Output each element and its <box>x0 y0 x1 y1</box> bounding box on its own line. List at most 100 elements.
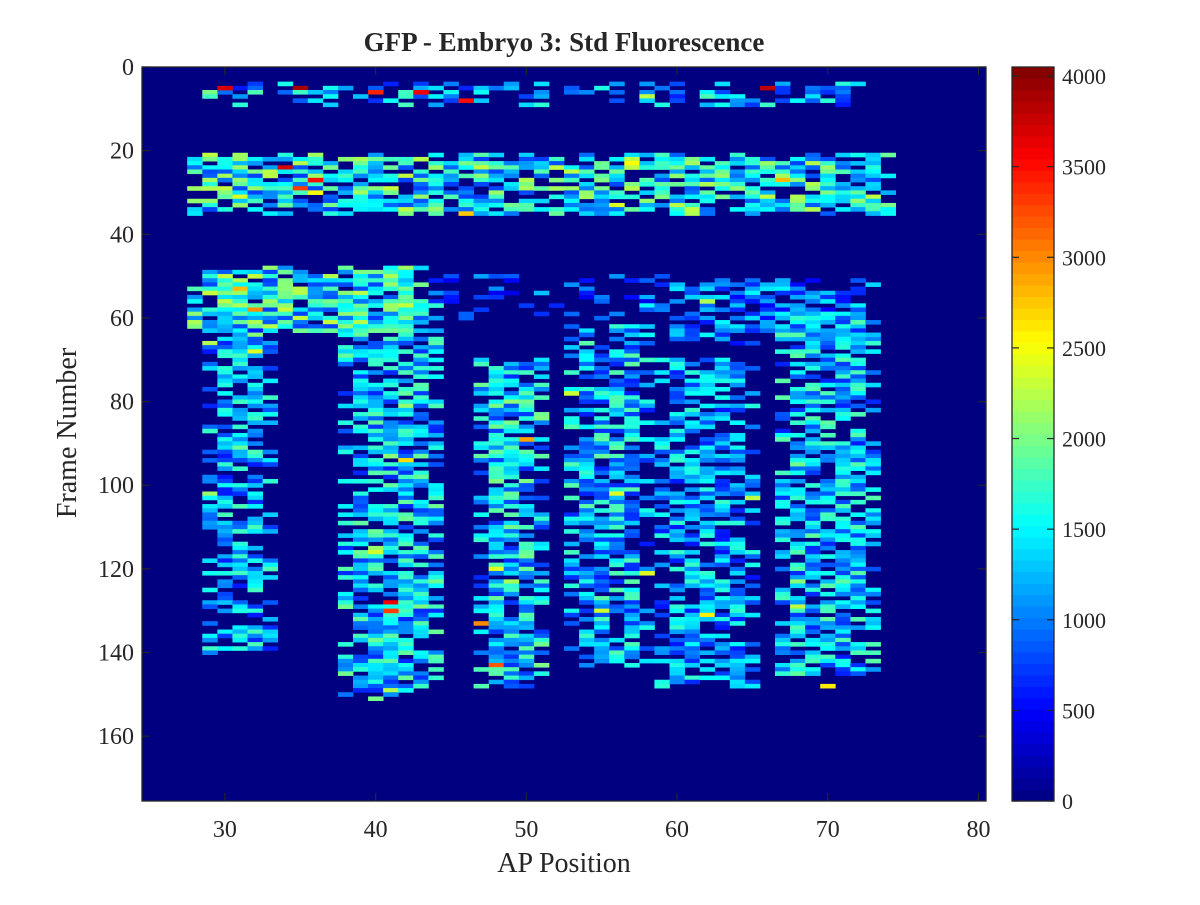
heatmap-cell <box>775 437 791 442</box>
heatmap-cell <box>353 282 369 287</box>
heatmap-cell <box>398 570 414 576</box>
heatmap-cell <box>594 399 610 405</box>
heatmap-cell <box>383 474 399 480</box>
heatmap-cell <box>383 520 399 526</box>
heatmap-cell <box>579 520 595 526</box>
heatmap-cell <box>624 596 640 601</box>
heatmap-cell <box>322 282 339 287</box>
heatmap-cell <box>714 453 731 459</box>
heatmap-cell <box>639 294 655 300</box>
heatmap-cell <box>835 303 851 308</box>
heatmap-cell <box>398 642 414 647</box>
heatmap-cell <box>353 378 369 384</box>
heatmap-cell <box>353 662 369 668</box>
heatmap-cell <box>865 600 881 605</box>
heatmap-cell <box>443 81 459 87</box>
heatmap-cell <box>398 562 414 568</box>
heatmap-cell <box>413 499 429 505</box>
heatmap-cell <box>639 608 655 614</box>
heatmap-cell <box>805 353 821 359</box>
heatmap-cell <box>850 290 866 296</box>
heatmap-cell <box>684 499 701 505</box>
heatmap-cell <box>835 642 851 647</box>
heatmap-cell <box>624 161 640 166</box>
heatmap-cell <box>232 458 248 463</box>
heatmap-cell <box>368 667 384 672</box>
heatmap-cell <box>579 366 595 371</box>
heatmap-cell <box>609 474 625 480</box>
heatmap-cell <box>835 332 851 338</box>
heatmap-cell <box>247 382 263 388</box>
heatmap-cell <box>729 324 746 329</box>
heatmap-cell <box>503 428 520 434</box>
heatmap-cell <box>533 520 550 526</box>
heatmap-cell <box>805 152 821 158</box>
heatmap-cell <box>609 328 625 333</box>
heatmap-cell <box>744 282 761 287</box>
heatmap-cell <box>488 658 505 664</box>
heatmap-cell <box>217 207 233 212</box>
heatmap-cell <box>820 432 836 438</box>
heatmap-cell <box>398 449 414 455</box>
heatmap-cell <box>383 407 399 413</box>
heatmap-cell <box>217 315 233 321</box>
heatmap-cell <box>805 516 821 522</box>
heatmap-cell <box>835 370 851 375</box>
heatmap-cell <box>232 198 248 204</box>
heatmap-cell <box>398 683 414 689</box>
heatmap-cell <box>820 211 836 216</box>
heatmap-cell <box>820 478 836 484</box>
heatmap-cell <box>835 294 851 300</box>
heatmap-cell <box>729 307 746 313</box>
heatmap-cell <box>624 520 640 526</box>
heatmap-cell <box>398 286 414 292</box>
heatmap-cell <box>202 345 218 350</box>
heatmap-cell <box>503 529 520 534</box>
heatmap-cell <box>594 550 610 555</box>
heatmap-cell <box>383 207 399 212</box>
heatmap-cell <box>639 512 655 517</box>
heatmap-cell <box>594 483 610 488</box>
heatmap-cell <box>518 424 535 430</box>
heatmap-cell <box>353 370 369 375</box>
heatmap-cell <box>594 608 610 614</box>
heatmap-cell <box>413 186 429 191</box>
heatmap-cell <box>353 161 369 166</box>
heatmap-cell <box>790 324 806 329</box>
y-tick-label: 20 <box>110 139 134 165</box>
heatmap-cell <box>729 169 746 175</box>
heatmap-cell <box>654 437 670 442</box>
heatmap-cell <box>322 278 339 283</box>
heatmap-cell <box>594 487 610 492</box>
heatmap-cell <box>398 320 414 325</box>
heatmap-cell <box>790 165 806 170</box>
heatmap-cell <box>232 524 248 530</box>
heatmap-cell <box>835 190 851 195</box>
heatmap-cell <box>428 94 444 99</box>
heatmap-cell <box>383 483 399 488</box>
heatmap-cell <box>247 412 263 417</box>
heatmap-cell <box>564 495 580 501</box>
heatmap-cell <box>503 504 520 509</box>
heatmap-cell <box>564 202 580 208</box>
heatmap-cell <box>368 671 384 676</box>
heatmap-cell <box>684 391 701 396</box>
heatmap-cell <box>383 432 399 438</box>
heatmap-cell <box>383 633 399 639</box>
heatmap-cell <box>337 169 354 175</box>
heatmap-cell <box>398 366 414 371</box>
heatmap-cell <box>684 541 701 547</box>
heatmap-cell <box>353 612 369 618</box>
heatmap-cell <box>684 654 701 660</box>
heatmap-cell <box>337 391 354 396</box>
heatmap-cell <box>729 152 746 158</box>
heatmap-cell <box>865 173 881 179</box>
heatmap-cell <box>850 541 866 547</box>
heatmap-cell <box>805 667 821 672</box>
colorbar-step <box>1012 250 1054 263</box>
heatmap-cell <box>518 642 535 647</box>
heatmap-cell <box>428 336 444 342</box>
x-tick-label: 30 <box>213 817 237 843</box>
heatmap-cell <box>383 487 399 492</box>
x-tick-label: 70 <box>816 817 840 843</box>
